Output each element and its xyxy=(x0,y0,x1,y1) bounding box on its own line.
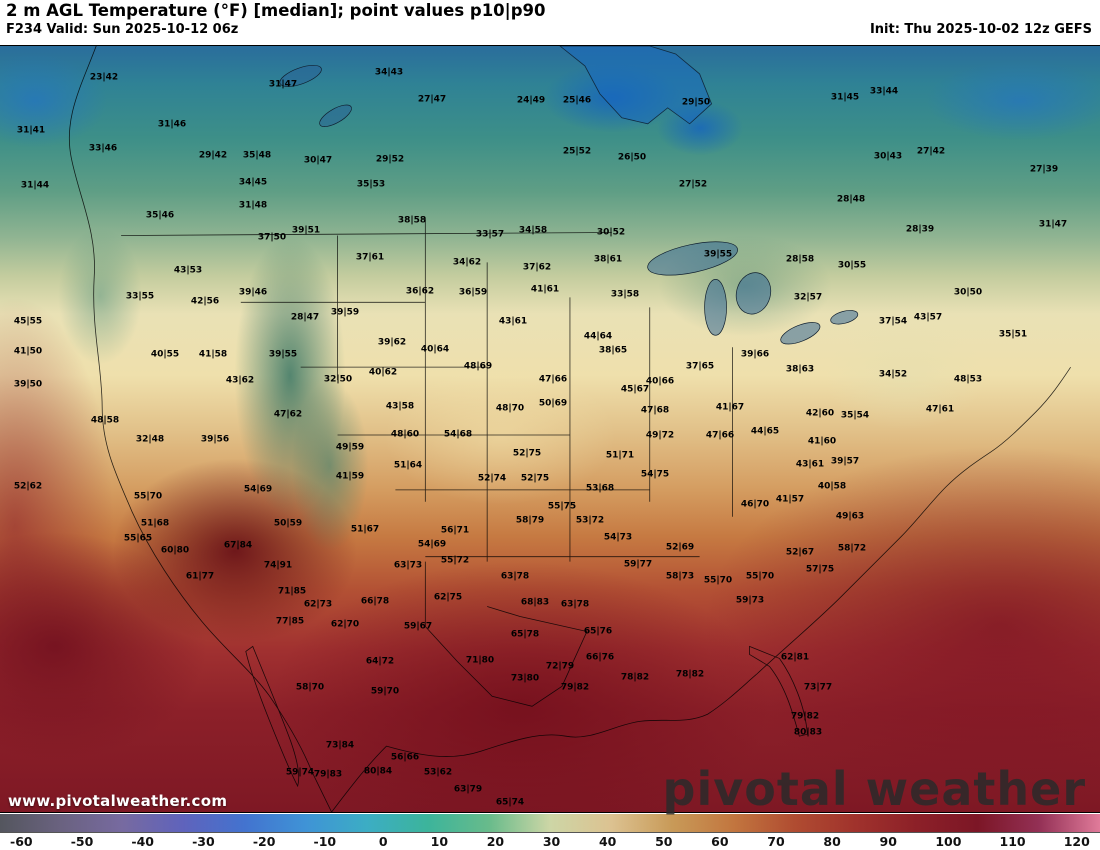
lake-erie xyxy=(780,322,821,345)
site-url-watermark: www.pivotalweather.com xyxy=(8,792,228,810)
colorbar-tick: -20 xyxy=(252,833,276,849)
texas-border xyxy=(424,561,588,707)
init-time-label: Init: Thu 2025-10-02 12z GEFS xyxy=(869,22,1092,37)
map-header: 2 m AGL Temperature (°F) [median]; point… xyxy=(0,0,1100,45)
colorbar-tick: 40 xyxy=(598,833,617,849)
map-borders-overlay xyxy=(68,46,1071,812)
colorbar-tick: -60 xyxy=(10,833,33,849)
colorbar-tick: 70 xyxy=(767,833,785,849)
colorbar-tick-labels: -60 -50 -40 -30 -20 -10 0 10 20 30 40 50 60 70 80 90 100… xyxy=(0,833,1100,849)
colorbar-tick: 10 xyxy=(430,833,449,849)
hudson-bay xyxy=(559,46,713,125)
northern-lake xyxy=(279,64,322,87)
pivotal-weather-logo: pivotal weather xyxy=(662,762,1086,816)
colorbar-tick: 110 xyxy=(999,833,1026,849)
valid-time-label: F234 Valid: Sun 2025-10-12 06z xyxy=(6,22,239,37)
colorbar-tick: 60 xyxy=(711,833,729,849)
pacific-coastline xyxy=(68,46,332,812)
temperature-colorbar: -60 -50 -40 -30 -20 -10 0 10 20 30 40 50 60 70 80 90 100… xyxy=(0,814,1100,850)
colorbar-tick: 20 xyxy=(486,833,505,849)
colorbar-tick: 120 xyxy=(1063,833,1090,849)
florida-coastline xyxy=(749,645,808,737)
colorbar-tick: 0 xyxy=(378,833,388,849)
lake-superior xyxy=(647,241,738,276)
baja-coastline xyxy=(245,645,300,788)
us-canada-border xyxy=(121,232,612,236)
map-canvas[interactable] xyxy=(0,45,1100,813)
colorbar-tick: 100 xyxy=(935,833,962,849)
colorbar-tick: 90 xyxy=(879,833,897,849)
colorbar-tick: -50 xyxy=(70,833,94,849)
colorbar-tick: 30 xyxy=(542,833,561,849)
colorbar-tick: 50 xyxy=(655,833,673,849)
northern-lake xyxy=(319,104,352,127)
colorbar-tick: -40 xyxy=(131,833,154,849)
gulf-coastline xyxy=(331,674,757,812)
colorbar-tick: -10 xyxy=(313,833,337,849)
colorbar-gradient xyxy=(0,814,1100,833)
colorbar-tick: 80 xyxy=(823,833,841,849)
lake-huron xyxy=(735,272,772,315)
lake-michigan xyxy=(704,279,727,336)
lake-ontario xyxy=(830,310,859,325)
map-title: 2 m AGL Temperature (°F) [median]; point… xyxy=(6,1,546,20)
atlantic-coastline xyxy=(756,366,1071,675)
colorbar-tick: -30 xyxy=(192,833,215,849)
